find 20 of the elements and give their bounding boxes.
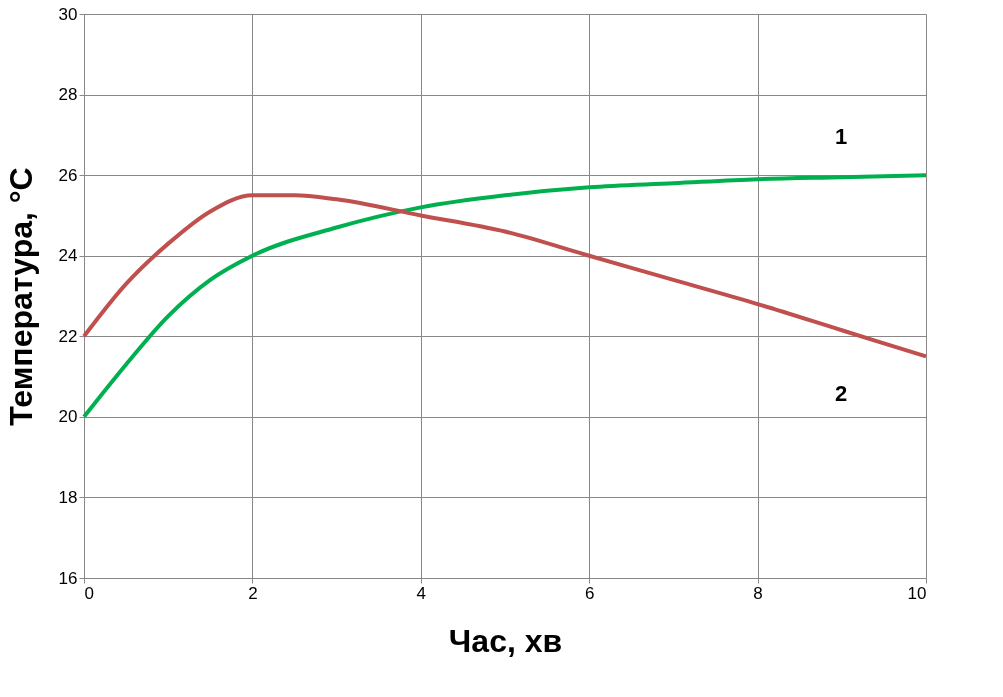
y-tick-label: 20 — [58, 407, 78, 427]
y-tick-label: 30 — [58, 4, 78, 24]
y-tick-label: 18 — [58, 487, 78, 507]
x-tick-label: 6 — [584, 583, 595, 603]
y-axis-title: Температура, °C — [2, 167, 39, 426]
text: 2 — [834, 381, 848, 407]
y-tick-label: 24 — [58, 246, 78, 266]
series-label: 1 — [834, 124, 848, 150]
x-tick-label: 0 — [84, 583, 94, 603]
y-tick-label: 28 — [58, 85, 78, 105]
line-series — [82, 173, 928, 419]
x-axis-title: Час, хв — [448, 622, 563, 659]
x-tick-label: 4 — [416, 583, 427, 603]
y-tick-label: 16 — [58, 568, 78, 588]
x-tick-label: 10 — [907, 583, 927, 603]
x-tick-label: 2 — [248, 583, 258, 603]
line-series — [82, 193, 928, 359]
y-tick-label: 26 — [58, 165, 78, 185]
x-tick-label: 8 — [753, 583, 763, 603]
y-tick-label: 22 — [58, 326, 78, 346]
